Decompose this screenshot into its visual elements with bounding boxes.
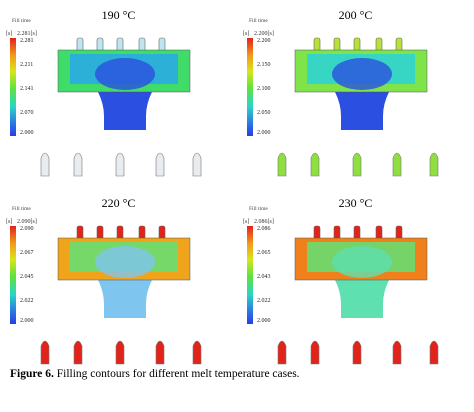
legend-title: Fill time — [249, 18, 268, 24]
legend-tick: 2.150 — [257, 62, 271, 68]
molded-part-4 — [192, 340, 202, 365]
fill-contour-model — [40, 37, 202, 177]
fill-contour-model — [277, 225, 439, 365]
figure-caption: Figure 6. Filling contours for different… — [10, 368, 300, 380]
legend-tick: 2.065 — [257, 250, 271, 256]
legend-tick: 2.022 — [257, 298, 271, 304]
panel-title: 230 °C — [338, 196, 373, 210]
center-region — [332, 58, 392, 90]
legend-tick: 2.086 — [257, 226, 271, 232]
fill-contour-model — [40, 225, 202, 365]
legend-tick: 2.211 — [20, 62, 34, 68]
sprue-stem — [98, 280, 152, 318]
legend-tick: 2.070 — [20, 110, 34, 116]
panel-220: 220 °C Fill time [s] 2.090[s] 2.090 2.06… — [0, 196, 237, 374]
center-region — [95, 58, 155, 90]
legend-tick: 2.141 — [20, 86, 34, 92]
legend-tick: 2.000 — [20, 130, 34, 136]
color-legend: Fill time [s] 2.200[s] 2.200 2.150 2.100… — [241, 16, 291, 136]
color-legend: Fill time [s] 2.086[s] 2.086 2.065 2.043… — [241, 204, 291, 324]
legend-colorbar — [247, 38, 253, 136]
caption-text: Filling contours for different melt temp… — [53, 368, 300, 380]
molded-part-0 — [277, 340, 287, 365]
runner-outline — [294, 49, 428, 93]
legend-colorbar — [10, 38, 16, 136]
sprue-stem — [335, 92, 389, 130]
legend-tick: 2.100 — [257, 86, 271, 92]
color-legend: Fill time [s] 2.281[s] 2.281 2.211 2.141… — [4, 16, 54, 136]
center-region — [332, 246, 392, 278]
sprue-stem — [335, 280, 389, 318]
panel-230: 230 °C Fill time [s] 2.086[s] 2.086 2.06… — [237, 196, 474, 374]
legend-tick: 2.067 — [20, 250, 34, 256]
molded-part-2 — [352, 152, 362, 177]
molded-part-1 — [310, 152, 320, 177]
legend-max: 2.281[s] — [17, 31, 37, 37]
legend-tick: 2.045 — [20, 274, 34, 280]
panel-title: 200 °C — [338, 8, 373, 22]
legend-tick: 2.050 — [257, 110, 271, 116]
legend-unit: [s] — [243, 31, 250, 37]
legend-unit: [s] — [6, 31, 13, 37]
legend-tick: 2.000 — [20, 318, 34, 324]
molded-part-0 — [277, 152, 287, 177]
caption-label: Figure 6. — [10, 368, 54, 380]
runner-outline — [57, 237, 191, 281]
molded-part-0 — [40, 152, 50, 177]
molded-part-3 — [155, 340, 165, 365]
molded-part-1 — [73, 340, 83, 365]
molded-part-1 — [73, 152, 83, 177]
legend-tick: 2.200 — [257, 38, 271, 44]
legend-tick: 2.022 — [20, 298, 34, 304]
legend-title: Fill time — [12, 18, 31, 24]
color-legend: Fill time [s] 2.090[s] 2.090 2.067 2.045… — [4, 204, 54, 324]
legend-title: Fill time — [12, 206, 31, 212]
legend-unit: [s] — [243, 219, 250, 225]
molded-part-3 — [155, 152, 165, 177]
legend-tick: 2.090 — [20, 226, 34, 232]
molded-part-3 — [392, 340, 402, 365]
legend-colorbar — [10, 226, 16, 324]
molded-part-2 — [115, 152, 125, 177]
runner-outline — [57, 49, 191, 93]
legend-tick: 2.043 — [257, 274, 271, 280]
legend-tick: 2.000 — [257, 130, 271, 136]
panel-title: 220 °C — [101, 196, 136, 210]
fill-contour-model — [277, 37, 439, 177]
legend-unit: [s] — [6, 219, 13, 225]
legend-max: 2.086[s] — [254, 219, 274, 225]
panel-200: 200 °C Fill time [s] 2.200[s] 2.200 2.15… — [237, 8, 474, 186]
sprue-stem — [98, 92, 152, 130]
center-region — [95, 246, 155, 278]
legend-title: Fill time — [249, 206, 268, 212]
legend-max: 2.090[s] — [17, 219, 37, 225]
panel-190: 190 °C Fill time [s] 2.281[s] 2.281 2.21… — [0, 8, 237, 186]
legend-max: 2.200[s] — [254, 31, 274, 37]
legend-tick: 2.281 — [20, 38, 34, 44]
molded-part-2 — [115, 340, 125, 365]
molded-part-3 — [392, 152, 402, 177]
molded-part-4 — [429, 152, 439, 177]
legend-tick: 2.000 — [257, 318, 271, 324]
molded-part-0 — [40, 340, 50, 365]
panel-title: 190 °C — [101, 8, 136, 22]
molded-part-1 — [310, 340, 320, 365]
runner-outline — [294, 237, 428, 281]
legend-colorbar — [247, 226, 253, 324]
molded-part-2 — [352, 340, 362, 365]
molded-part-4 — [192, 152, 202, 177]
molded-part-4 — [429, 340, 439, 365]
